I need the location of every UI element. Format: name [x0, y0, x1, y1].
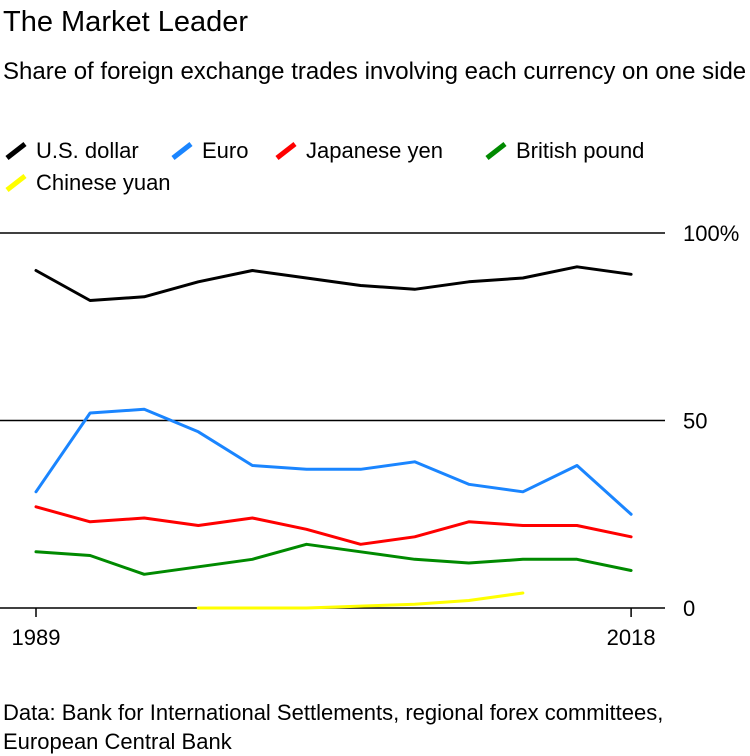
- y-tick-label-50: 50: [683, 409, 707, 434]
- chart-title: The Market Leader: [3, 6, 249, 38]
- legend-swatch-british-pound: [484, 142, 508, 160]
- legend-swatch-euro: [170, 142, 194, 160]
- legend-label-euro: Euro: [202, 138, 249, 163]
- legend-item-chinese-yuan: Chinese yuan: [4, 170, 171, 196]
- series-layer: [34, 265, 633, 610]
- legend-item-japanese-yen: Japanese yen: [274, 138, 443, 164]
- series-line-chinese-yuan: [196, 591, 525, 610]
- chart-subtitle: Share of foreign exchange trades involvi…: [3, 58, 747, 85]
- legend-swatch-us-dollar: [4, 142, 28, 160]
- axis-layer: 100% 50 0 1989 2018: [12, 221, 740, 650]
- y-tick-label-100: 100%: [683, 221, 739, 246]
- series-line-japanese-yen: [34, 505, 633, 546]
- legend-item-euro: Euro: [170, 138, 248, 164]
- x-tick-label-start: 1989: [12, 625, 61, 650]
- legend-label-japanese-yen: Japanese yen: [306, 138, 443, 163]
- x-tick-label-end: 2018: [607, 625, 656, 650]
- legend-item-british-pound: British pound: [484, 138, 644, 164]
- y-tick-label-0: 0: [683, 596, 695, 621]
- series-line-u-s-dollar: [34, 265, 633, 302]
- legend-item-us-dollar: U.S. dollar: [4, 138, 139, 164]
- line-chart: 100% 50 0 1989 2018: [0, 221, 740, 650]
- legend-label-chinese-yuan: Chinese yuan: [36, 170, 171, 195]
- legend-label-us-dollar: U.S. dollar: [36, 138, 139, 163]
- legend-swatch-japanese-yen: [274, 142, 298, 160]
- grid-layer: [0, 232, 665, 609]
- series-line-euro: [34, 407, 633, 516]
- legend-label-british-pound: British pound: [516, 138, 645, 163]
- series-line-british-pound: [34, 542, 633, 576]
- legend-swatch-chinese-yuan: [4, 174, 28, 192]
- source-note: Data: Bank for International Settlements…: [3, 700, 664, 754]
